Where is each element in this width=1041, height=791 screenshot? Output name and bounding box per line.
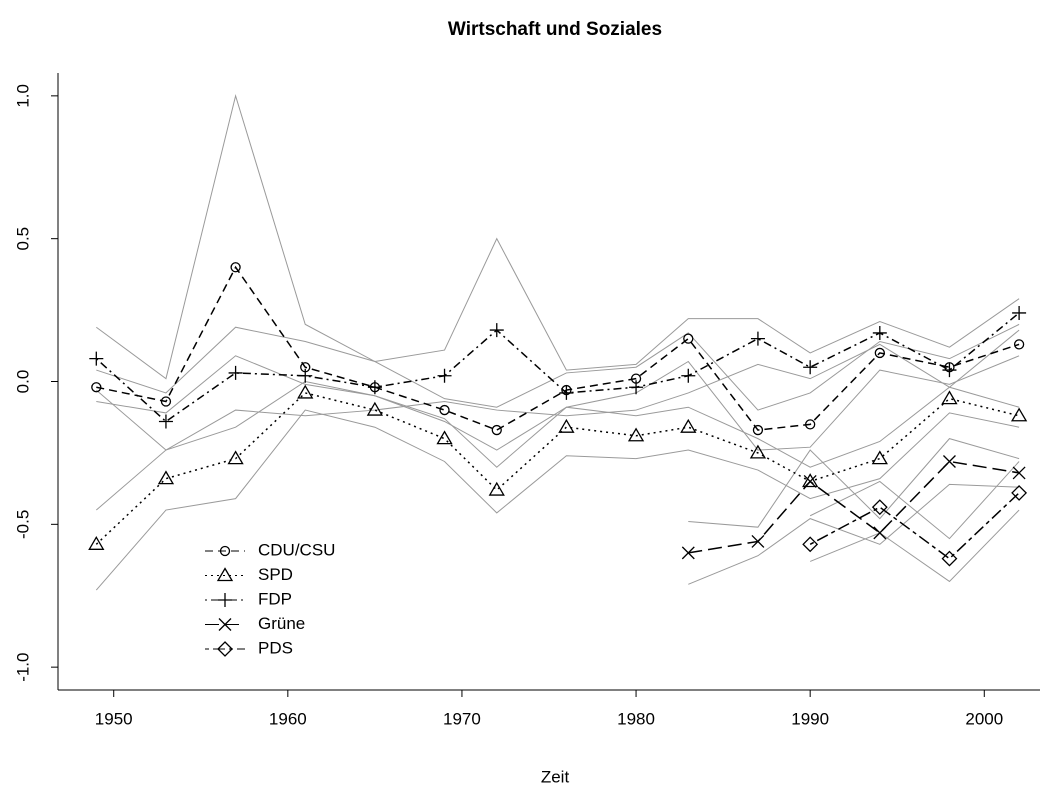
band-upper bbox=[809, 461, 1020, 540]
legend-label: FDP bbox=[258, 589, 292, 608]
point bbox=[871, 499, 888, 516]
point bbox=[873, 526, 887, 540]
legend-symbol bbox=[217, 641, 233, 657]
point bbox=[489, 323, 504, 338]
x-tick-label: 1960 bbox=[269, 709, 307, 728]
x-tick-label: 2000 bbox=[965, 709, 1003, 728]
point bbox=[874, 347, 885, 359]
legend-label: Grüne bbox=[258, 614, 305, 633]
legend-symbol bbox=[218, 618, 232, 631]
point bbox=[91, 382, 102, 393]
point bbox=[943, 455, 956, 468]
legend-marker bbox=[218, 618, 232, 631]
x-axis-label: Zeit bbox=[541, 767, 570, 786]
band-upper bbox=[688, 438, 1020, 528]
y-tick-label: -0.5 bbox=[13, 510, 32, 539]
point bbox=[298, 368, 313, 383]
legend-marker bbox=[218, 593, 232, 607]
point bbox=[488, 481, 505, 496]
legend-label: SPD bbox=[258, 565, 293, 584]
band-lower bbox=[809, 509, 1020, 583]
legend-symbol bbox=[219, 545, 231, 557]
point bbox=[805, 419, 816, 430]
point bbox=[802, 536, 819, 553]
band-lower bbox=[95, 409, 1020, 591]
point bbox=[157, 470, 175, 485]
point bbox=[683, 333, 694, 344]
point bbox=[158, 414, 173, 429]
legend-marker bbox=[217, 641, 233, 657]
point bbox=[803, 475, 817, 488]
band-lower bbox=[688, 483, 1020, 585]
y-tick-label: 0.0 bbox=[13, 370, 32, 394]
point bbox=[1012, 466, 1026, 480]
series-line bbox=[95, 392, 1020, 545]
chart-title: Wirtschaft und Soziales bbox=[448, 19, 662, 40]
band-upper bbox=[95, 380, 1020, 511]
legend-symbol bbox=[216, 567, 234, 582]
point bbox=[1011, 484, 1028, 501]
point bbox=[680, 418, 697, 433]
x-tick-label: 1990 bbox=[791, 709, 829, 728]
point bbox=[88, 536, 105, 550]
point bbox=[367, 380, 382, 395]
point bbox=[437, 368, 452, 383]
point bbox=[227, 450, 244, 465]
y-tick-label: 1.0 bbox=[13, 84, 32, 108]
legend-label: CDU/CSU bbox=[258, 540, 335, 559]
band-upper bbox=[96, 323, 1020, 411]
point bbox=[681, 368, 696, 383]
point bbox=[941, 550, 958, 567]
point bbox=[1012, 305, 1027, 320]
point bbox=[297, 384, 314, 399]
point bbox=[750, 331, 765, 346]
point bbox=[1010, 407, 1028, 422]
point bbox=[627, 427, 645, 442]
y-tick-label: 0.5 bbox=[13, 227, 32, 251]
x-tick-label: 1950 bbox=[95, 709, 133, 728]
point bbox=[228, 365, 243, 380]
point bbox=[872, 325, 887, 340]
legend-symbol bbox=[218, 593, 232, 607]
point bbox=[89, 351, 104, 366]
point bbox=[802, 473, 819, 488]
point bbox=[871, 450, 888, 465]
point bbox=[629, 380, 644, 395]
point bbox=[230, 262, 241, 273]
legend-marker bbox=[216, 567, 234, 582]
point bbox=[160, 396, 172, 407]
legend-marker bbox=[219, 545, 231, 557]
point bbox=[559, 385, 574, 400]
point bbox=[491, 424, 502, 436]
y-tick-label: -1.0 bbox=[13, 652, 32, 681]
point bbox=[558, 418, 575, 433]
point bbox=[752, 424, 764, 436]
legend-label: PDS bbox=[258, 638, 293, 657]
point bbox=[749, 444, 767, 459]
band-lower bbox=[95, 329, 1020, 451]
series-line bbox=[809, 492, 1020, 560]
point bbox=[681, 546, 695, 560]
x-tick-label: 1970 bbox=[443, 709, 481, 728]
point bbox=[436, 430, 453, 445]
point bbox=[439, 404, 450, 416]
point bbox=[941, 390, 958, 405]
point bbox=[1013, 339, 1025, 350]
x-tick-label: 1980 bbox=[617, 709, 655, 728]
series-line bbox=[688, 460, 1020, 554]
point bbox=[803, 360, 818, 375]
point bbox=[942, 363, 957, 378]
band-upper bbox=[96, 93, 1020, 380]
point bbox=[751, 535, 765, 548]
point bbox=[366, 401, 384, 416]
series-line bbox=[95, 312, 1020, 423]
